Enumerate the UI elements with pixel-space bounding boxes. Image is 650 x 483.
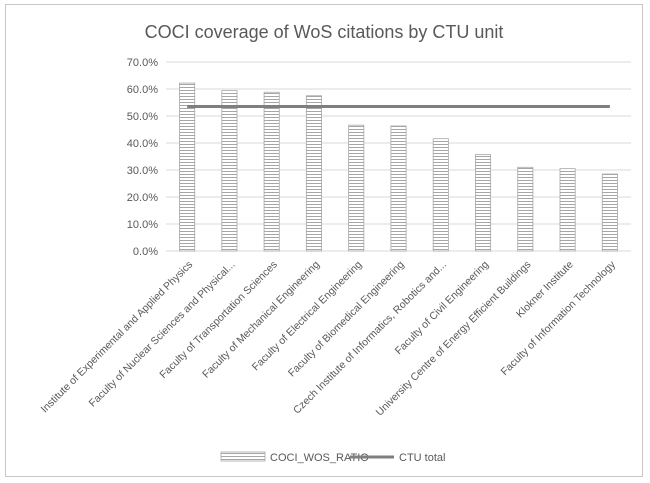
chart-title: COCI coverage of WoS citations by CTU un… [145,22,504,42]
y-tick-label: 20.0% [127,192,158,204]
legend-swatch-coci-wos-ratio [220,451,266,462]
bar [559,168,576,252]
bar [390,125,407,252]
y-tick-label: 30.0% [127,165,158,177]
x-category-label: Faculty of Nuclear Sciences and Physical… [87,259,238,410]
y-tick-label: 40.0% [127,138,158,150]
bar [179,82,196,252]
bar [601,173,618,252]
chart-svg: COCI coverage of WoS citations by CTU un… [39,22,631,464]
bars [179,82,618,252]
bar [348,124,365,252]
bar [305,95,322,252]
bar [475,154,492,252]
bar [517,166,534,252]
legend-label-ctu-total: CTU total [399,452,445,464]
x-category-label: Institute of Experimental and Applied Ph… [39,259,196,416]
legend: COCI_WOS_RATIO CTU total [220,451,445,464]
y-tick-label: 50.0% [127,111,158,123]
bar [221,90,238,252]
y-tick-label: 70.0% [127,57,158,69]
y-tick-label: 60.0% [127,84,158,96]
y-tick-label: 0.0% [133,246,158,258]
x-axis-labels: Institute of Experimental and Applied Ph… [39,258,619,418]
x-category-label: Czech Institute of Informatics, Robotics… [291,259,449,417]
y-tick-label: 10.0% [127,219,158,231]
chart-frame: COCI coverage of WoS citations by CTU un… [5,4,643,477]
bar [432,138,449,252]
y-axis-ticks: 0.0% 10.0% 20.0% 30.0% 40.0% 50.0% 60.0% 70.0% [127,57,158,258]
x-category-label: University Centre of Energy Efficient Bu… [374,259,534,419]
legend-label-coci-wos-ratio: COCI_WOS_RATIO [270,452,369,464]
bar [263,91,280,252]
